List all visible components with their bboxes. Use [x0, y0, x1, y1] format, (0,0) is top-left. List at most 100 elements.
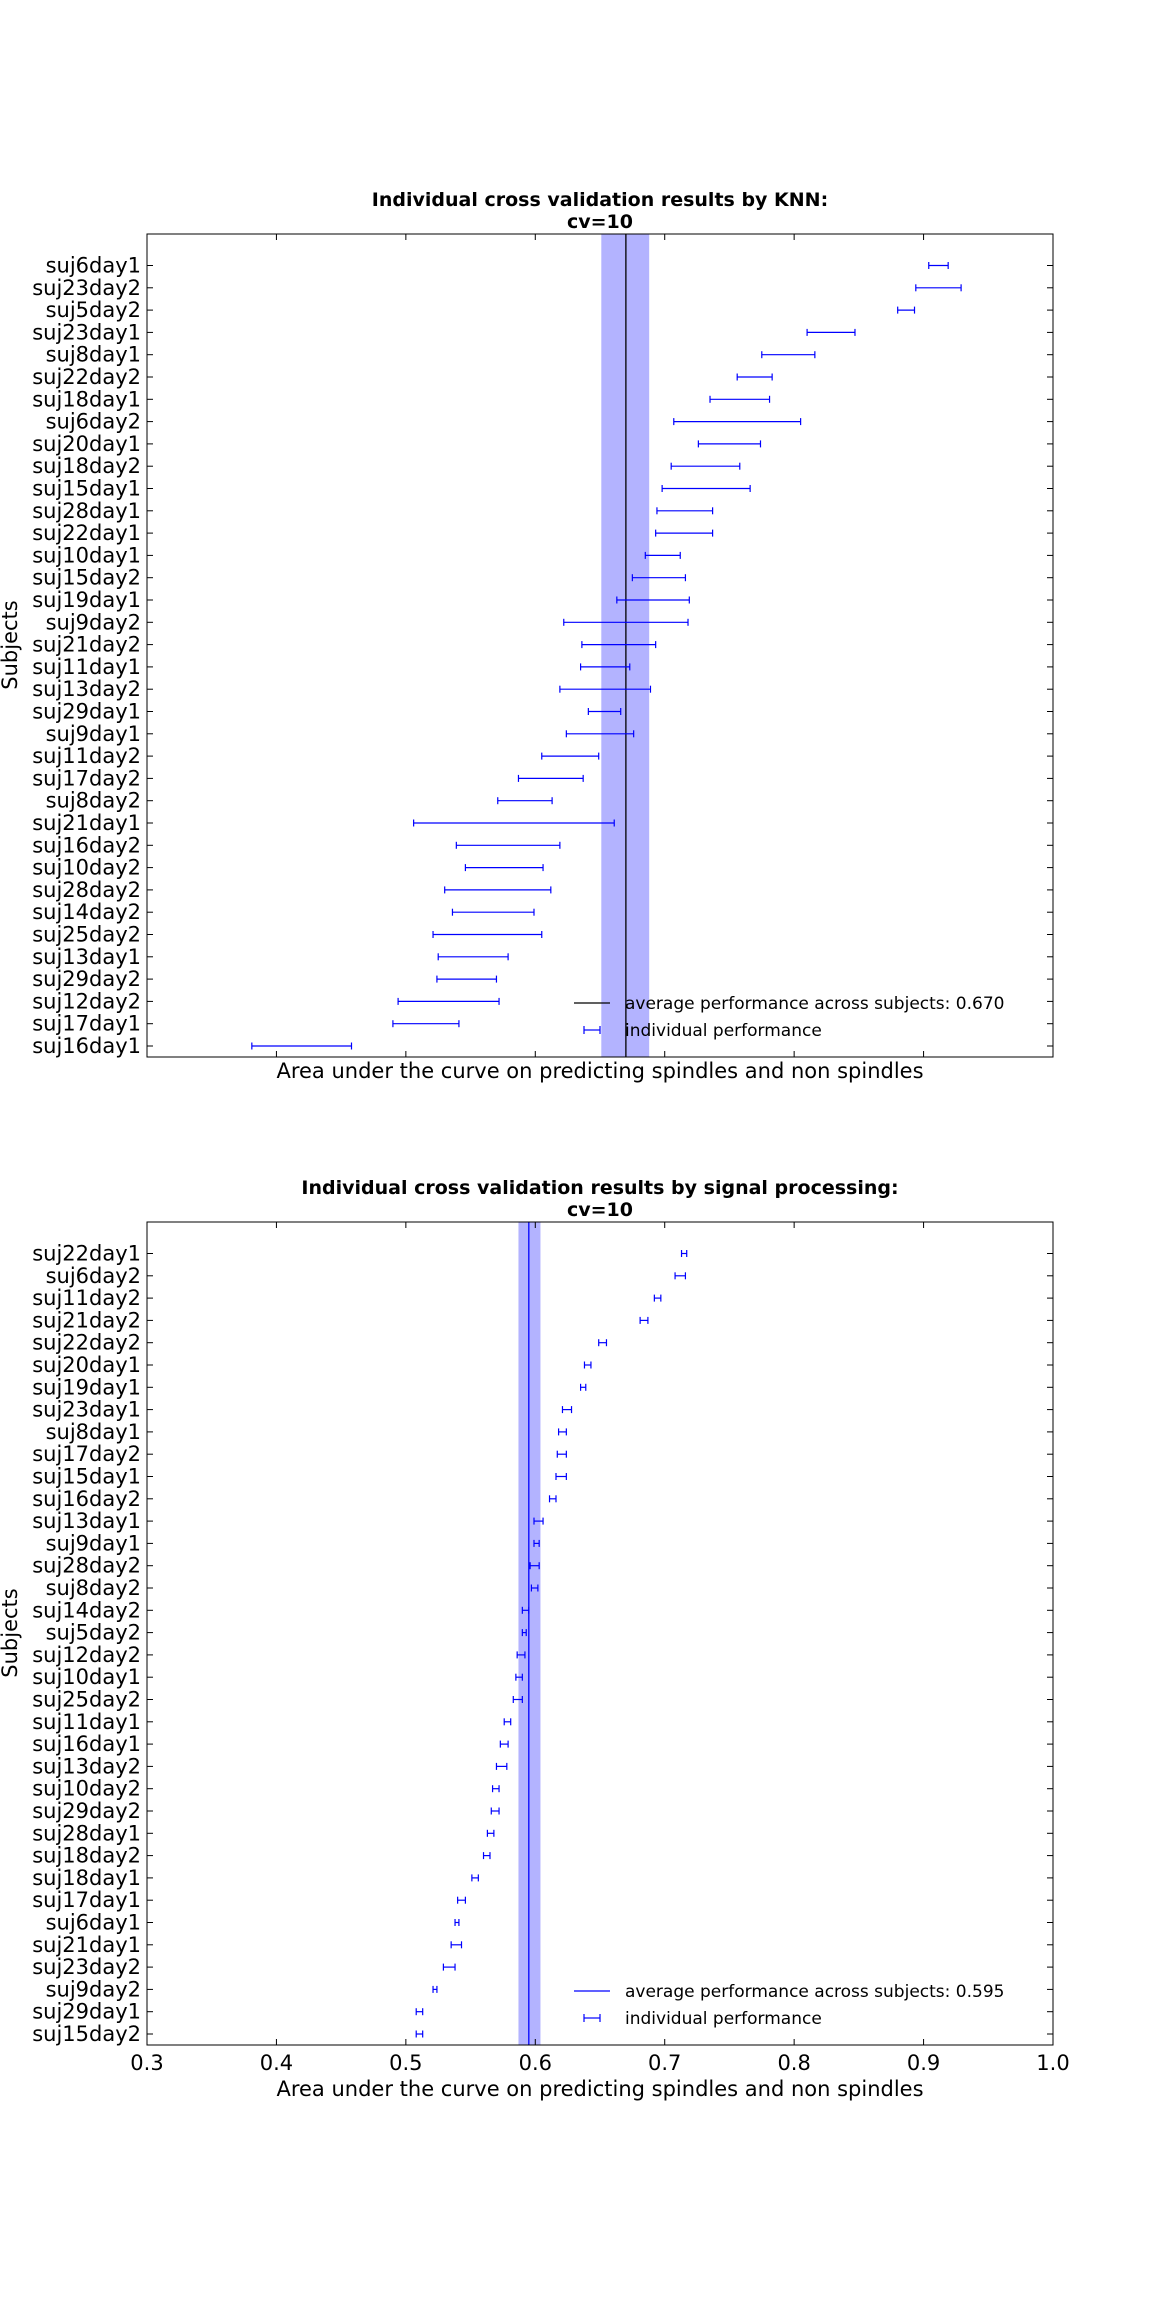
error-bar: [581, 641, 657, 649]
y-tick-label: suj13day1: [32, 945, 141, 969]
error-bar: [673, 418, 802, 426]
error-bar: [639, 1316, 649, 1324]
error-bar: [557, 1428, 567, 1436]
error-bar: [674, 1272, 687, 1280]
error-bar: [529, 1562, 540, 1570]
y-tick-label: suj6day2: [46, 1264, 141, 1288]
error-bar: [928, 262, 949, 269]
error-bar: [517, 774, 584, 782]
error-bar: [533, 1539, 540, 1547]
error-bar: [533, 1517, 544, 1525]
error-bar: [563, 618, 689, 626]
legend: average performance across subjects: 0.6…: [574, 994, 1004, 1041]
error-bar: [455, 841, 561, 849]
y-tick-label: suj28day2: [32, 1554, 141, 1578]
error-bar: [521, 1606, 530, 1614]
y-tick-label: suj29day1: [32, 2000, 141, 2024]
error-bar: [515, 1673, 523, 1681]
error-bar: [392, 1020, 460, 1028]
error-bar: [450, 1941, 463, 1949]
y-tick-label: suj21day2: [32, 1308, 141, 1332]
y-tick-label: suj6day1: [46, 1911, 141, 1935]
y-tick-label: suj29day2: [32, 1799, 141, 1823]
y-tick-label: suj21day1: [32, 1933, 141, 1957]
error-bar: [697, 440, 762, 448]
knn-panel: Individual cross validation results by K…: [0, 189, 1054, 1083]
error-bar: [530, 1584, 539, 1592]
y-tick-label: suj19day1: [32, 588, 141, 612]
error-bar: [579, 1383, 587, 1391]
y-tick-label: suj22day1: [32, 1242, 141, 1266]
y-tick-label: suj18day1: [32, 1866, 141, 1890]
error-bar: [680, 1250, 688, 1257]
y-tick-label: suj15day2: [32, 2022, 141, 2046]
error-bar: [490, 1807, 500, 1815]
error-bar: [503, 1718, 512, 1726]
x-tick-label: 0.4: [260, 2051, 293, 2075]
error-bar: [454, 1919, 460, 1926]
error-bar: [442, 1963, 456, 1971]
x-axis-label: Area under the curve on predicting spind…: [276, 1059, 923, 1083]
error-bar: [915, 284, 962, 292]
error-bar: [579, 663, 631, 671]
error-bar: [482, 1852, 491, 1860]
y-tick-label: suj28day1: [32, 499, 141, 523]
y-tick-label: suj5day2: [46, 1621, 141, 1645]
y-tick-label: suj19day1: [32, 1375, 141, 1399]
y-tick-label: suj22day2: [32, 1331, 141, 1355]
y-tick-label: suj14day2: [32, 1598, 141, 1622]
error-bar: [451, 908, 535, 916]
y-tick-label: suj18day2: [32, 1844, 141, 1868]
y-tick-label: suj5day2: [46, 298, 141, 322]
error-bar: [512, 1696, 523, 1703]
error-bar: [415, 2030, 424, 2038]
y-tick-label: suj22day1: [32, 521, 141, 545]
y-tick-label: suj10day2: [32, 1777, 141, 1801]
y-tick-label: suj23day1: [32, 320, 141, 344]
y-tick-label: suj14day2: [32, 900, 141, 924]
error-bar: [656, 507, 714, 515]
plot-background: [147, 1222, 1053, 2045]
plot-background: [147, 234, 1053, 1057]
legend-individual-label: individual performance: [625, 1021, 822, 1041]
x-tick-label: 0.9: [907, 2051, 940, 2075]
x-tick-label: 0.6: [519, 2051, 552, 2075]
y-tick-label: suj25day2: [32, 1688, 141, 1712]
legend-individual-label: individual performance: [625, 2009, 822, 2029]
error-bar: [432, 931, 543, 938]
error-bar: [471, 1874, 479, 1882]
y-tick-label: suj6day2: [46, 410, 141, 434]
error-bar: [561, 1406, 573, 1414]
y-tick-label: suj11day2: [32, 1286, 141, 1310]
y-tick-label: suj8day1: [46, 343, 141, 367]
error-bar: [670, 462, 741, 470]
x-tick-label: 0.8: [777, 2051, 810, 2075]
chart-subtitle: cv=10: [567, 1199, 633, 1221]
error-bar: [457, 1896, 466, 1904]
error-bar: [631, 574, 687, 582]
plot-frame: [146, 233, 1054, 1058]
x-tick-label: 0.3: [130, 2051, 163, 2075]
y-tick-label: suj11day1: [32, 655, 141, 679]
y-tick-label: suj28day1: [32, 1821, 141, 1845]
error-bar: [616, 596, 690, 604]
y-tick-label: suj28day2: [32, 878, 141, 902]
chart-title: Individual cross validation results by K…: [372, 189, 828, 211]
legend-average-label: average performance across subjects: 0.6…: [625, 994, 1004, 1014]
y-tick-label: suj15day2: [32, 566, 141, 590]
error-bar: [516, 1651, 526, 1659]
error-bar: [413, 819, 615, 827]
x-tick-label: 0.5: [389, 2051, 422, 2075]
y-tick-label: suj20day1: [32, 1353, 141, 1377]
y-tick-label: suj12day2: [32, 1643, 141, 1667]
error-bar: [644, 551, 681, 559]
error-bar: [655, 529, 714, 537]
y-tick-label: suj16day2: [32, 833, 141, 857]
error-bar: [736, 373, 773, 381]
y-tick-label: suj6day1: [46, 254, 141, 278]
y-tick-label: suj22day2: [32, 365, 141, 389]
error-bar: [437, 953, 509, 961]
error-bar: [555, 1473, 567, 1480]
error-bar: [761, 351, 816, 359]
x-tick-label: 0.7: [648, 2051, 681, 2075]
